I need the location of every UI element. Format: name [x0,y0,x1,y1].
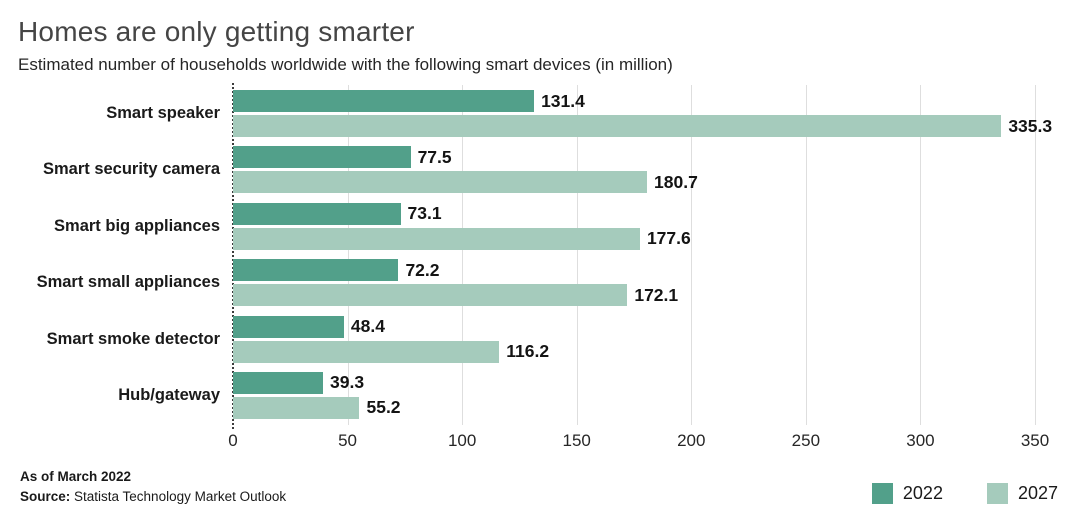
category-row: Hub/gateway 39.3 55.2 [0,371,1080,419]
source-text: Statista Technology Market Outlook [70,489,287,505]
legend: 2022 2027 [871,482,1058,508]
legend-swatch-2022 [871,482,893,504]
x-tick-label: 200 [677,431,706,450]
bar-2027 [233,396,360,419]
bar-line-2027: 180.7 [233,171,1035,194]
chart-title: Homes are only getting smarter [18,16,415,47]
bar-2022 [233,315,344,338]
bar-2022 [233,146,411,169]
bar-line-2027: 177.6 [233,227,1035,250]
chart-subtitle: Estimated number of households worldwide… [18,55,673,74]
x-tick-label: 300 [906,431,935,450]
footnotes: As of March 2022 Source: Statista Techno… [20,467,286,508]
x-tick-label: 150 [562,431,591,450]
category-row: Smart smoke detector 48.4 116.2 [0,315,1080,363]
bar-line-2027: 172.1 [233,284,1035,307]
bar-value-label: 335.3 [1008,115,1053,136]
bar-value-label: 172.1 [634,284,679,305]
bar-line-2022: 77.5 [233,146,1035,169]
category-bars: 73.1 177.6 [233,202,1080,250]
plot-grid [232,83,1036,429]
bar-rows: Smart speaker 131.4 335.3 Smart security ca… [0,85,1080,425]
category-label: Smart small appliances [36,273,220,292]
bar-line-2022: 72.2 [233,259,1035,282]
category-label: Smart security camera [42,160,220,179]
category-bars: 77.5 180.7 [233,146,1080,194]
bar-2022 [233,202,401,225]
bar-value-label: 177.6 [646,228,691,249]
bar-value-label: 73.1 [407,203,442,224]
bar-2022 [233,371,324,394]
bar-chart: Smart speaker 131.4 335.3 Smart security ca… [0,83,1080,429]
source-note: Source: Statista Technology Market Outlo… [20,487,286,507]
x-tick-label: 250 [791,431,821,450]
bar-value-label: 77.5 [417,146,452,167]
bar-line-2027: 55.2 [233,396,1035,419]
gridline-250 [805,85,807,425]
bar-value-label: 72.2 [405,259,440,280]
legend-item-2022: 2022 [871,482,943,504]
legend-item-2027: 2027 [986,482,1058,504]
bar-2027 [233,340,500,363]
bar-2022 [233,259,399,282]
category-bars: 39.3 55.2 [233,371,1080,419]
category-row: Smart security camera 77.5 180.7 [0,146,1080,194]
bar-value-label: 55.2 [366,397,401,418]
category-bars: 131.4 335.3 [233,90,1080,137]
category-bars: 72.2 172.1 [233,259,1080,307]
source-label: Source: [20,489,71,505]
bar-line-2022: 39.3 [233,371,1035,394]
bar-value-label: 48.4 [350,316,385,337]
bar-line-2022: 131.4 [233,90,1035,112]
bar-2022 [233,90,535,112]
gridline-300 [920,85,922,425]
category-bars: 48.4 116.2 [233,315,1080,363]
x-tick-label: 350 [1020,431,1050,450]
chart-footer: As of March 2022 Source: Statista Techno… [20,467,1058,508]
category-label: Hub/gateway [118,385,220,404]
legend-label-2022: 2022 [902,482,943,503]
category-row: Smart speaker 131.4 335.3 [0,90,1080,137]
as-of-note: As of March 2022 [20,469,132,484]
category-label: Smart big appliances [54,216,220,235]
bar-line-2022: 73.1 [233,202,1035,225]
bar-2027 [233,115,1002,137]
category-row: Smart small appliances 72.2 172.1 [0,259,1080,307]
bar-2027 [233,171,648,194]
gridline-150 [576,85,578,425]
x-tick-label: 0 [228,431,238,450]
category-label: Smart smoke detector [46,329,220,348]
bar-value-label: 180.7 [654,171,698,192]
x-tick-label: 100 [447,431,477,450]
bar-value-label: 131.4 [541,90,585,111]
bar-value-label: 39.3 [330,372,365,393]
category-row: Smart big appliances 73.1 177.6 [0,202,1080,250]
bar-2027 [233,227,640,250]
legend-swatch-2027 [986,482,1008,504]
bar-value-label: 116.2 [506,341,550,362]
legend-label-2027: 2027 [1017,482,1058,503]
bar-line-2027: 116.2 [233,340,1035,363]
gridline-100 [462,85,464,425]
zero-axis-line [232,83,234,429]
gridline-200 [691,85,693,425]
bar-line-2022: 48.4 [233,315,1035,338]
category-label: Smart speaker [106,104,220,122]
bar-2027 [233,284,628,307]
gridline-350 [1035,85,1036,425]
bar-line-2027: 335.3 [233,115,1052,137]
x-tick-label: 50 [338,431,358,450]
x-axis: 0 50 100 150 200 250 300 350 [228,425,1049,457]
gridline-50 [347,85,349,425]
